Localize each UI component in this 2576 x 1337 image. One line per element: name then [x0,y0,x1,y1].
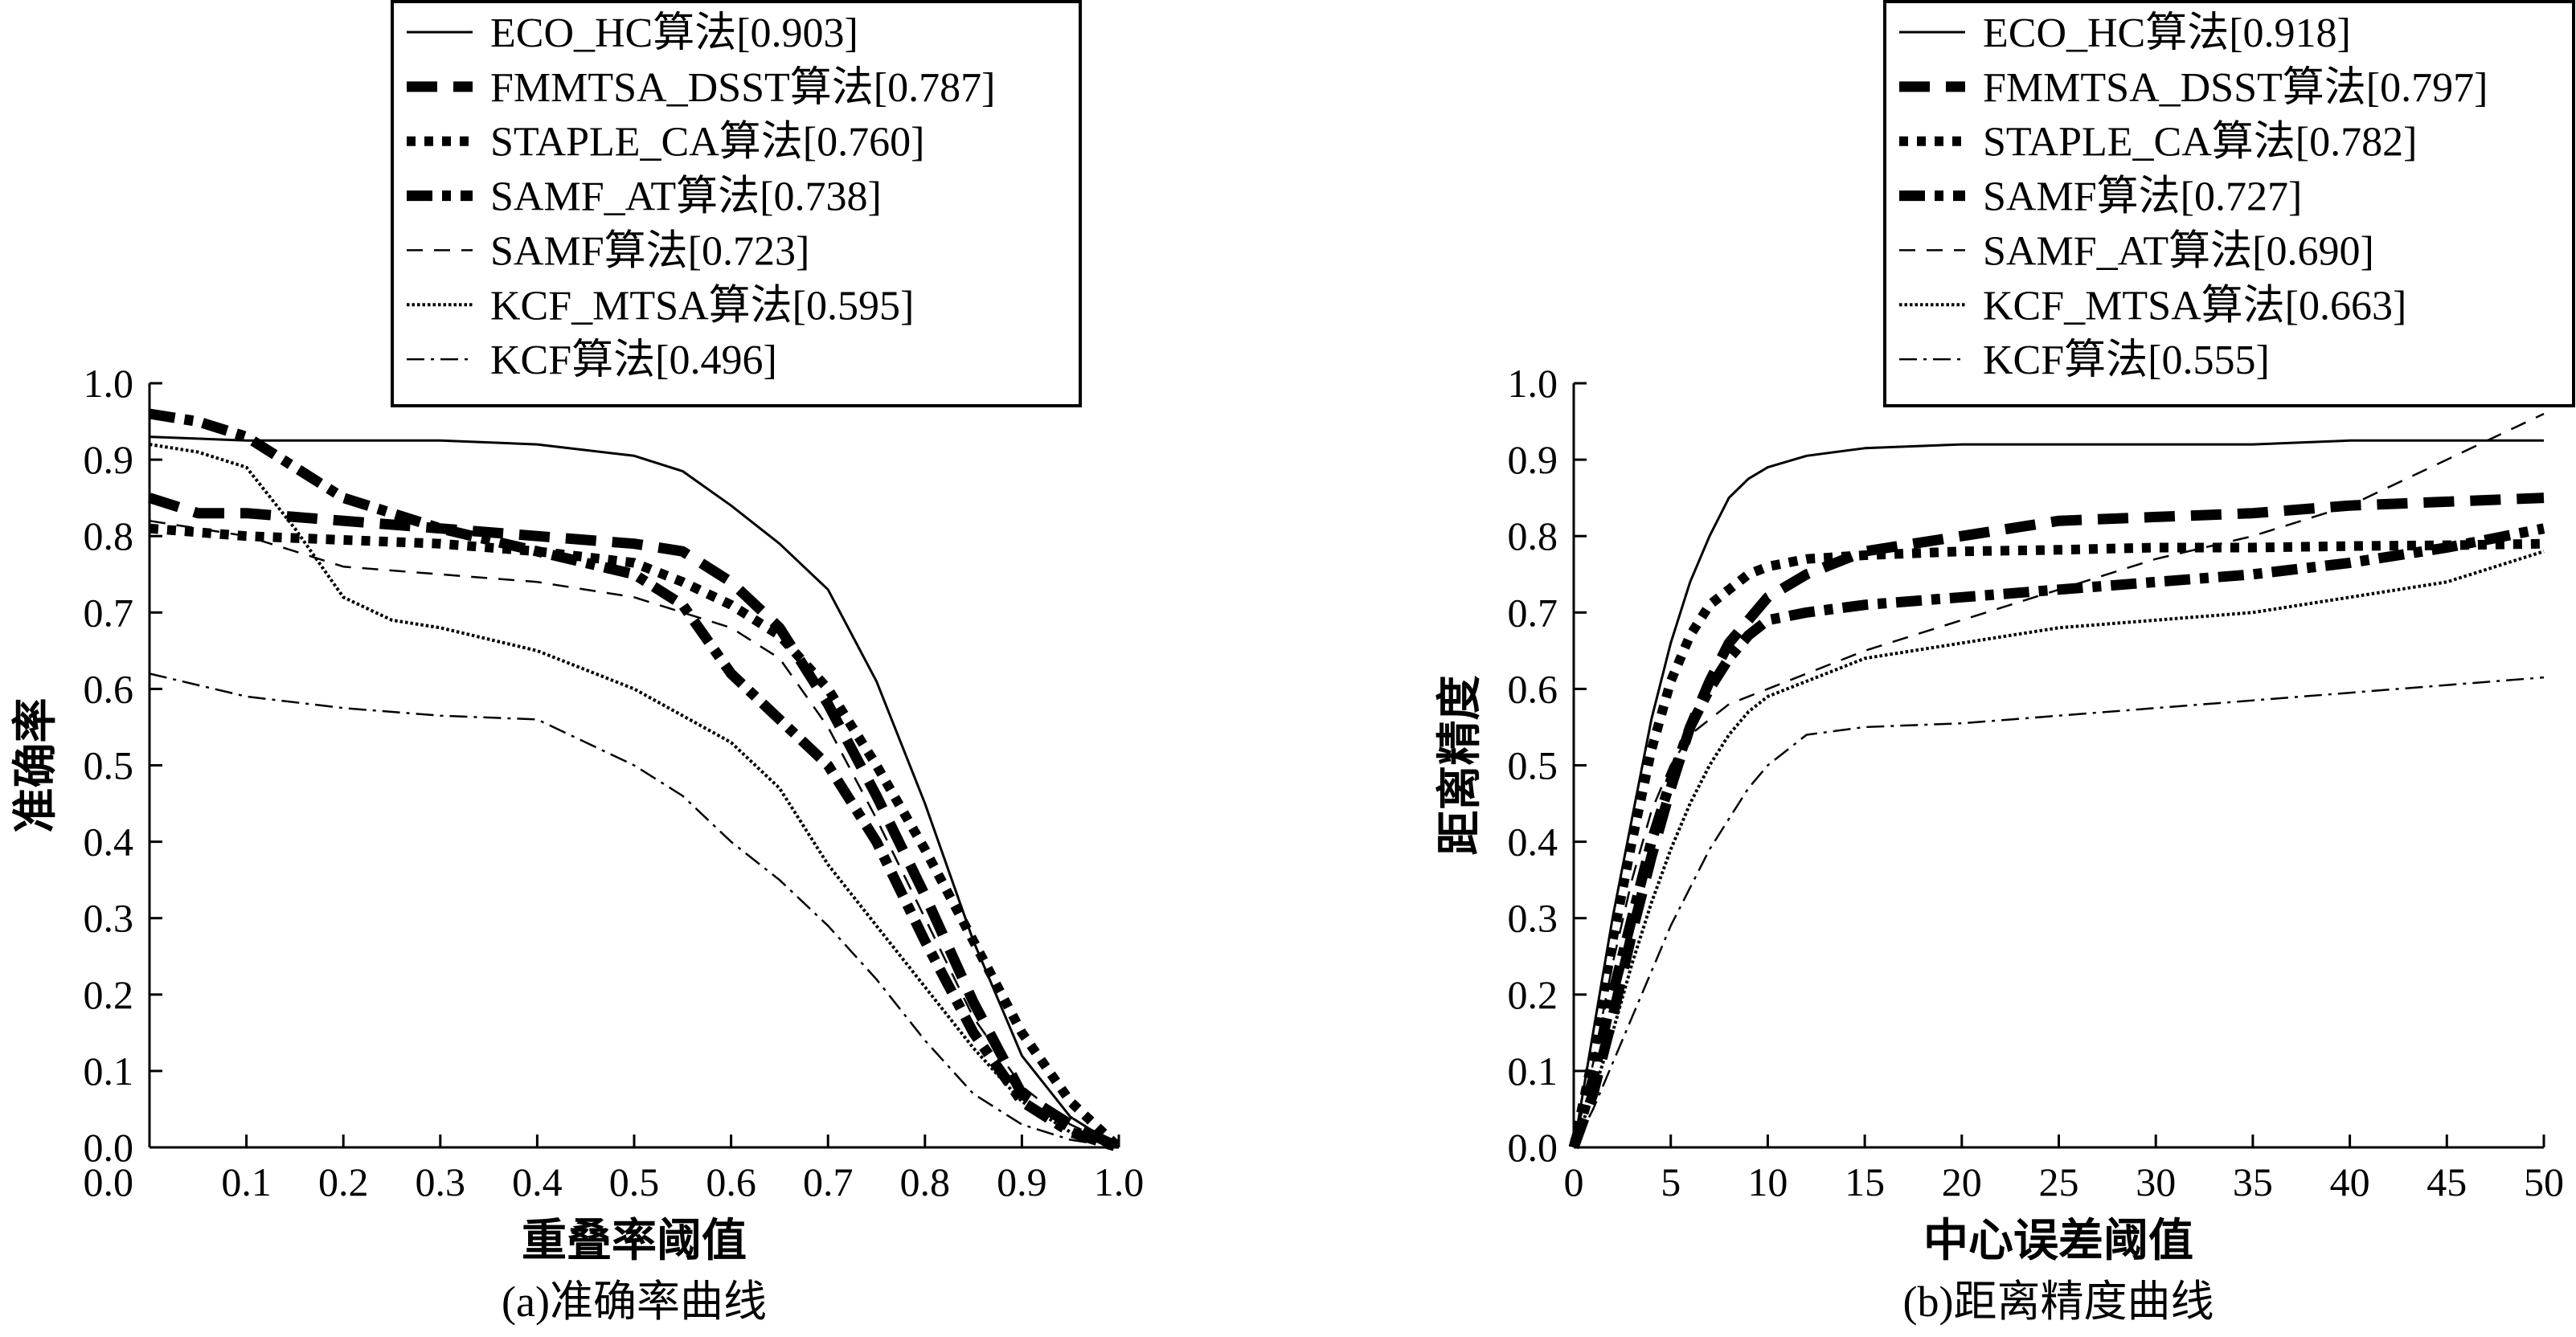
y-tick-label: 0.0 [84,1125,134,1170]
y-tick-label: 0.6 [1508,666,1558,711]
series-line-4 [1568,523,2545,1149]
y-tick-label: 0.5 [1508,743,1558,788]
x-tick-label: 0.3 [416,1159,466,1204]
legend-label-4: SAMF_AT算法[0.738] [490,174,882,220]
precision-chart-svg: 0.0 0.1 0.2 0.3 0.4 0.5 0.6 0.7 0.8 0.9 1.0 0.0 0.1 0… [11,0,1145,1326]
legend-label-5: SAMF_AT算法[0.690] [1983,228,2374,274]
legend-label-6: KCF_MTSA算法[0.663] [1983,283,2406,329]
x-tick-label: 20 [1942,1159,1982,1204]
y-tick-label: 0.9 [84,437,134,482]
series-line-3 [149,523,1123,1151]
y-tick-label: 0.1 [1508,1049,1558,1094]
y-tick-label: 1.0 [1508,361,1558,406]
x-tick-label: 0.9 [997,1159,1047,1204]
legend-label-1: ECO_HC算法[0.918] [1983,10,2351,56]
x-tick-label: 0.0 [84,1159,134,1204]
x-tick-label: 0.2 [318,1159,369,1204]
series-line-3 [1569,538,2545,1149]
x-tick-label: 0.6 [706,1159,756,1204]
panel-caption: (a)准确率曲线 [502,1278,767,1326]
series-line-1 [149,435,1120,1149]
x-tick-label: 0.1 [221,1159,272,1204]
series-line-2 [1568,493,2545,1150]
x-tick-label: 0.5 [609,1159,660,1204]
x-tick-label: 0 [1564,1159,1584,1204]
y-axis-title: 距离精度 [1435,676,1485,856]
legend-label-3: STAPLE_CA算法[0.760] [490,120,924,166]
legend-label-7: KCF算法[0.496] [490,337,777,383]
y-tick-label: 0.4 [1508,820,1558,865]
series-line-6 [1572,550,2545,1148]
y-tick-label: 0.3 [1508,896,1558,941]
series-line-2 [148,493,1121,1152]
x-axis-title: 重叠率阈值 [522,1216,747,1266]
x-tick-label: 0.7 [803,1159,854,1204]
legend-label-5: SAMF算法[0.723] [490,228,809,274]
y-tick-label: 0.2 [84,972,134,1017]
x-tick-label: 1.0 [1094,1159,1145,1204]
distance-precision-chart-svg: 0.0 0.1 0.2 0.3 0.4 0.5 0.6 0.7 0.8 0.9 1.0 0 5 10 15 2… [1435,0,2575,1326]
legend-label-2: FMMTSA_DSST算法[0.787] [490,65,995,111]
y-tick-label: 0.8 [1508,513,1558,558]
y-tick-label: 0.7 [84,590,134,635]
y-tick-label: 0.4 [84,820,134,865]
x-tick-label: 45 [2427,1159,2467,1204]
y-tick-label: 0.1 [84,1049,134,1094]
legend-box [1883,0,2575,407]
x-tick-label: 5 [1661,1159,1681,1204]
x-tick-label: 30 [2136,1159,2176,1204]
legend-box [391,0,1082,407]
legend-label-7: KCF算法[0.555] [1983,337,2270,383]
y-tick-label: 0.6 [84,666,134,711]
x-tick-label: 50 [2524,1159,2564,1204]
legend-label-6: KCF_MTSA算法[0.595] [490,283,914,329]
y-tick-label: 0.8 [84,513,134,558]
distance-precision-chart-panel: 0.0 0.1 0.2 0.3 0.4 0.5 0.6 0.7 0.8 0.9 1.0 0 5 10 15 2… [1288,0,2576,1337]
y-tick-label: 0.2 [1508,972,1558,1017]
panel-caption: (b)距离精度曲线 [1903,1278,2214,1326]
series-line-5 [149,519,1120,1149]
x-tick-label: 10 [1747,1159,1788,1204]
y-tick-label: 1.0 [84,361,134,406]
series-line-1 [1572,439,2544,1148]
legend-label-1: ECO_HC算法[0.903] [490,10,858,56]
y-tick-label: 0.7 [1508,590,1558,635]
x-tick-label: 25 [2039,1159,2079,1204]
x-tick-label: 0.4 [512,1159,563,1204]
series-line-7 [149,673,1120,1149]
x-axis-title: 中心误差阈值 [1923,1216,2193,1266]
y-axis-title: 准确率 [11,698,61,833]
y-tick-label: 0.9 [1508,437,1558,482]
series-line-4 [148,408,1120,1153]
x-tick-label: 15 [1845,1159,1885,1204]
legend-label-4: SAMF算法[0.727] [1983,174,2302,220]
y-tick-label: 0.5 [84,743,134,788]
y-tick-label: 0.3 [84,896,134,941]
x-tick-label: 0.8 [900,1159,951,1204]
legend-label-2: FMMTSA_DSST算法[0.797] [1983,65,2488,111]
series-line-5 [1572,412,2545,1148]
series-line-6 [149,443,1120,1149]
y-tick-label: 0.0 [1508,1125,1558,1170]
x-tick-label: 35 [2233,1159,2273,1204]
series-line-7 [1572,676,2545,1148]
legend-label-3: STAPLE_CA算法[0.782] [1983,120,2417,166]
x-tick-label: 40 [2330,1159,2370,1204]
precision-chart-panel: 0.0 0.1 0.2 0.3 0.4 0.5 0.6 0.7 0.8 0.9 1.0 0.0 0.1 0… [11,0,1145,1326]
